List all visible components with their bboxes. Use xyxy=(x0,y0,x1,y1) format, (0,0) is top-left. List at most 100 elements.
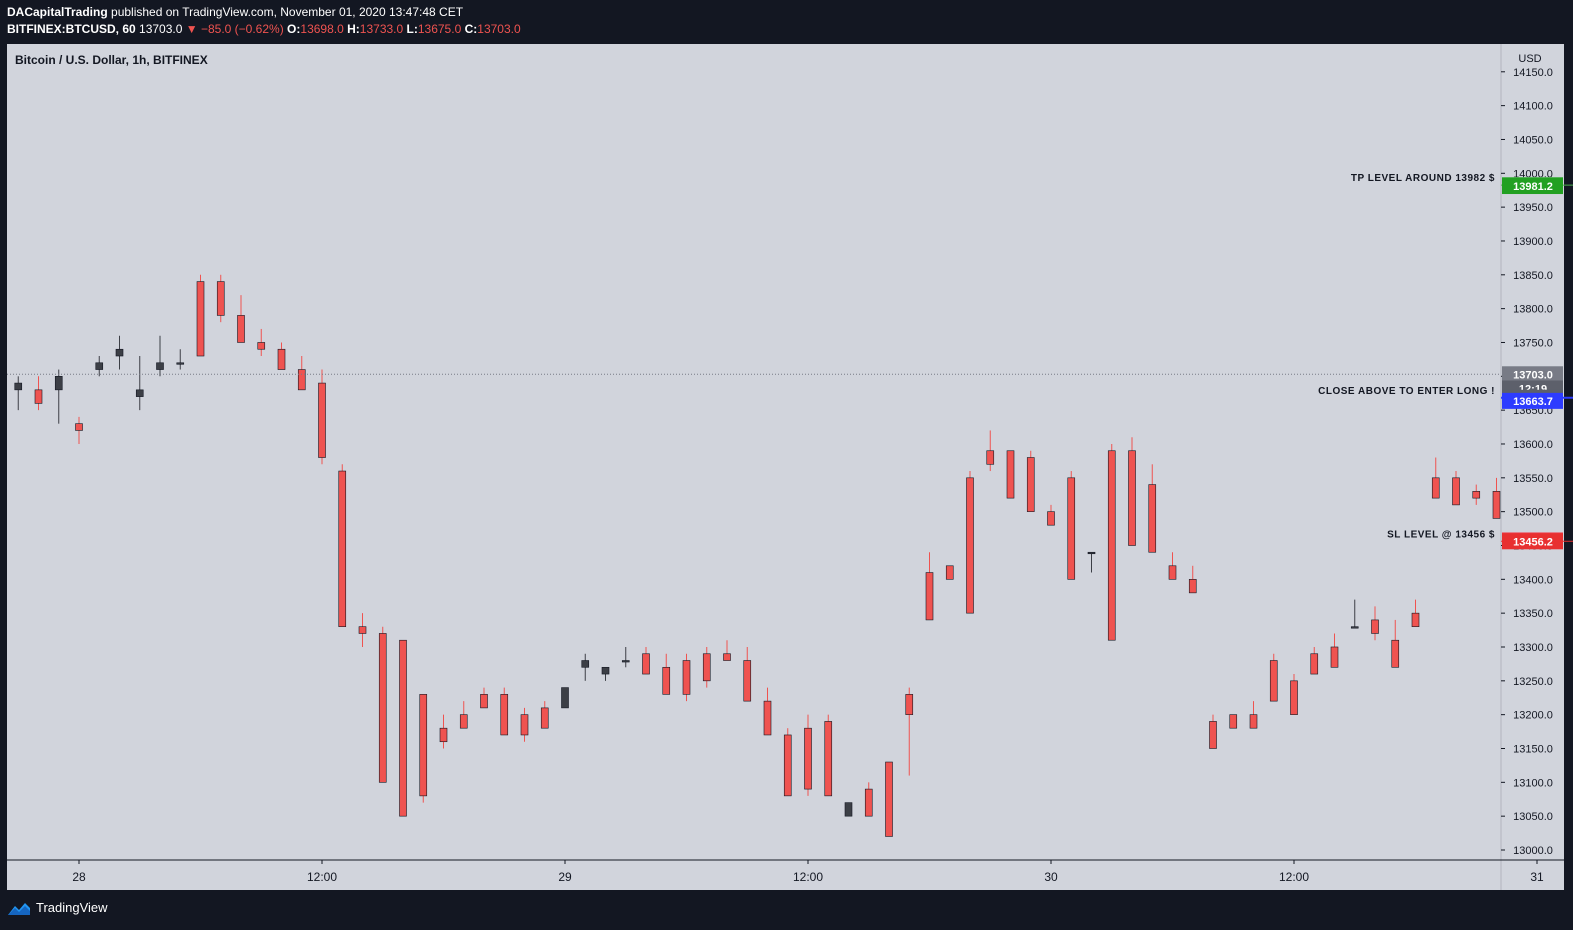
candle-body[interactable] xyxy=(1492,491,1501,519)
candle-body[interactable] xyxy=(75,423,83,431)
candle-body[interactable] xyxy=(1371,619,1379,634)
candle-body[interactable] xyxy=(966,477,974,614)
candle-body[interactable] xyxy=(318,382,326,458)
candle-body[interactable] xyxy=(986,450,995,465)
tradingview-logo-icon[interactable] xyxy=(8,901,30,915)
candle-body[interactable] xyxy=(1209,721,1217,749)
price-tick-label: 14050.0 xyxy=(1513,134,1553,146)
price-tick-label: 13150.0 xyxy=(1513,743,1553,755)
candle-body[interactable] xyxy=(338,470,347,627)
candle-body[interactable] xyxy=(662,666,671,695)
time-tick-label: 12:00 xyxy=(1279,870,1309,884)
candle-body[interactable] xyxy=(601,666,610,675)
candle-body[interactable] xyxy=(520,714,529,736)
candle-body[interactable] xyxy=(905,694,914,715)
candle-body[interactable] xyxy=(1290,680,1298,715)
candle-body[interactable] xyxy=(419,694,428,797)
price-tick-label: 14150.0 xyxy=(1513,67,1553,79)
candle-body[interactable] xyxy=(378,633,387,783)
candle-body[interactable] xyxy=(804,727,812,790)
candle-body[interactable] xyxy=(1269,660,1278,702)
candle-body[interactable] xyxy=(1006,450,1015,499)
high-value: 13733.0 xyxy=(359,22,404,36)
candle-body[interactable] xyxy=(277,348,286,370)
low-label: L: xyxy=(406,22,418,36)
candle-body[interactable] xyxy=(561,687,569,709)
candle-body[interactable] xyxy=(1472,491,1481,499)
candle-body[interactable] xyxy=(621,660,630,663)
candle-body[interactable] xyxy=(399,639,407,817)
price-change: ▼ −85.0 (−0.62%) xyxy=(185,22,284,36)
candle-body[interactable] xyxy=(14,382,23,391)
candle-body[interactable] xyxy=(1087,551,1096,555)
candle-body[interactable] xyxy=(763,700,772,736)
candle-body[interactable] xyxy=(257,342,266,350)
price-tick-label: 13100.0 xyxy=(1513,777,1553,789)
candle-body[interactable] xyxy=(1452,477,1460,506)
candle-body[interactable] xyxy=(1107,450,1116,641)
candle-body[interactable] xyxy=(95,362,104,370)
candle-body[interactable] xyxy=(723,653,731,661)
candle-body[interactable] xyxy=(783,734,792,797)
candle-body[interactable] xyxy=(1148,484,1157,553)
price-label-text: 13456.2 xyxy=(1513,536,1553,548)
candle-body[interactable] xyxy=(864,788,873,817)
price-label-badge xyxy=(1502,366,1563,383)
price-tick-label: 13050.0 xyxy=(1513,811,1553,823)
candle-body[interactable] xyxy=(176,362,185,365)
time-axis[interactable] xyxy=(7,860,1501,890)
price-tick-label: 13550.0 xyxy=(1513,473,1553,485)
candle-body[interactable] xyxy=(500,694,509,736)
candle-body[interactable] xyxy=(743,660,752,702)
price-tick-label: 14100.0 xyxy=(1513,101,1553,113)
candle-body[interactable] xyxy=(540,707,549,729)
candle-body[interactable] xyxy=(216,281,225,316)
time-tick-label: 28 xyxy=(72,870,86,884)
candle-body[interactable] xyxy=(581,660,590,668)
candle-body[interactable] xyxy=(642,653,650,675)
candle-body[interactable] xyxy=(358,626,367,634)
candle-body[interactable] xyxy=(1047,511,1055,526)
annotation-label: CLOSE ABOVE TO ENTER LONG ! xyxy=(1318,386,1495,397)
footer-brand[interactable]: TradingView xyxy=(36,900,108,915)
candle-body[interactable] xyxy=(439,727,448,743)
plot-area[interactable] xyxy=(7,44,1501,860)
candle-body[interactable] xyxy=(1229,714,1238,729)
candle-body[interactable] xyxy=(1431,477,1440,499)
candle-body[interactable] xyxy=(1391,639,1400,668)
price-label-text: 13663.7 xyxy=(1513,396,1553,408)
candle-body[interactable] xyxy=(844,802,853,817)
candle-body[interactable] xyxy=(237,315,245,343)
candle-body[interactable] xyxy=(1026,457,1035,512)
candle-body[interactable] xyxy=(297,369,306,391)
candle-body[interactable] xyxy=(54,376,63,391)
candle-body[interactable] xyxy=(1330,646,1339,668)
candle-body[interactable] xyxy=(1249,714,1258,729)
candle-body[interactable] xyxy=(156,362,164,370)
candle-body[interactable] xyxy=(115,348,124,357)
candle-body[interactable] xyxy=(824,721,833,797)
price-label-badge xyxy=(1502,533,1563,550)
candle-body[interactable] xyxy=(682,660,691,695)
published-text: published on TradingView.com, November 0… xyxy=(111,5,464,19)
candle-body[interactable] xyxy=(702,653,711,682)
candle-body[interactable] xyxy=(925,572,934,621)
publish-line: DACapitalTrading published on TradingVie… xyxy=(7,5,463,19)
candle-body[interactable] xyxy=(1168,565,1177,580)
candle-body[interactable] xyxy=(945,565,954,580)
candle-body[interactable] xyxy=(1067,477,1076,580)
candle-body[interactable] xyxy=(1411,612,1420,627)
candle-body[interactable] xyxy=(459,714,468,729)
publisher-name[interactable]: DACapitalTrading xyxy=(7,5,108,19)
candle-body[interactable] xyxy=(1310,653,1319,675)
candle-body[interactable] xyxy=(480,694,488,709)
time-tick-label: 12:00 xyxy=(307,870,337,884)
candle-body[interactable] xyxy=(1350,626,1359,629)
candle-body[interactable] xyxy=(34,389,43,404)
candle-body[interactable] xyxy=(1188,579,1197,594)
candle-body[interactable] xyxy=(885,761,893,837)
candle-body[interactable] xyxy=(1128,450,1136,546)
candle-body[interactable] xyxy=(135,389,144,397)
candle-body[interactable] xyxy=(196,281,205,357)
